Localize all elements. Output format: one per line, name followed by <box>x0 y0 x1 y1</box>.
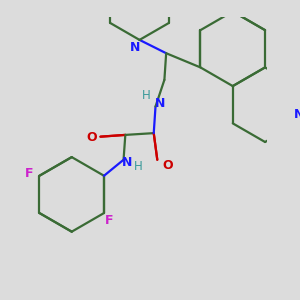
Text: H: H <box>142 89 151 102</box>
Text: O: O <box>86 131 97 144</box>
Text: N: N <box>294 108 300 121</box>
Text: H: H <box>134 160 142 173</box>
Text: F: F <box>105 214 114 226</box>
Text: F: F <box>25 167 33 181</box>
Text: N: N <box>155 97 165 110</box>
Text: N: N <box>122 156 132 169</box>
Text: N: N <box>130 40 140 53</box>
Text: O: O <box>163 159 173 172</box>
